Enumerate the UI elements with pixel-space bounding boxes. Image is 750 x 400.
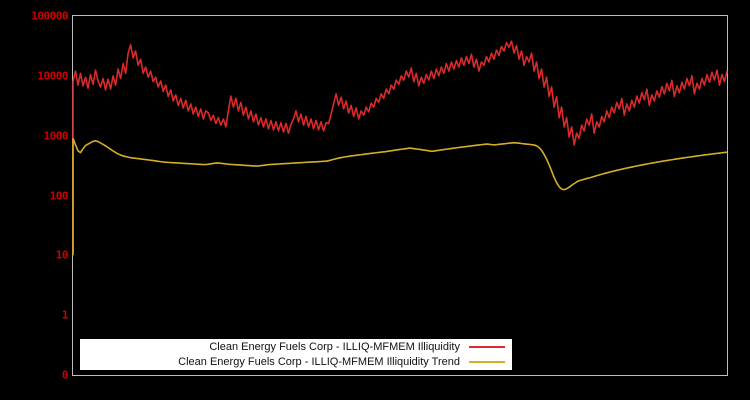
legend-item-label: Clean Energy Fuels Corp - ILLIQ-MFMEM Il…	[178, 355, 460, 368]
y-axis-tick-label: 1000	[43, 129, 69, 143]
y-axis-tick-label: 0	[61, 368, 69, 382]
y-axis-tick-label: 10000	[37, 69, 68, 83]
y-axis-tick-labels: 100000 10000 1000 100 10 1 0	[0, 0, 68, 400]
legend-item[interactable]: Clean Energy Fuels Corp - ILLIQ-MFMEM Il…	[80, 339, 512, 354]
legend-item-label: Clean Energy Fuels Corp - ILLIQ-MFMEM Il…	[209, 340, 460, 353]
y-axis-tick-label: 100	[49, 189, 69, 202]
series-line	[72, 40, 728, 146]
y-axis-tick-label: 10	[55, 248, 69, 262]
legend-color-swatch	[469, 345, 505, 348]
y-axis-tick-label: 1	[61, 308, 69, 322]
legend-item[interactable]: Clean Energy Fuels Corp - ILLIQ-MFMEM Il…	[80, 354, 512, 369]
series-line	[72, 138, 728, 191]
series-layer	[72, 40, 728, 256]
legend-color-swatch	[469, 360, 505, 363]
plot-frame	[72, 15, 728, 376]
legend[interactable]: Clean Energy Fuels Corp - ILLIQ-MFMEM Il…	[80, 339, 512, 370]
y-axis-tick-label: 100000	[31, 9, 68, 23]
